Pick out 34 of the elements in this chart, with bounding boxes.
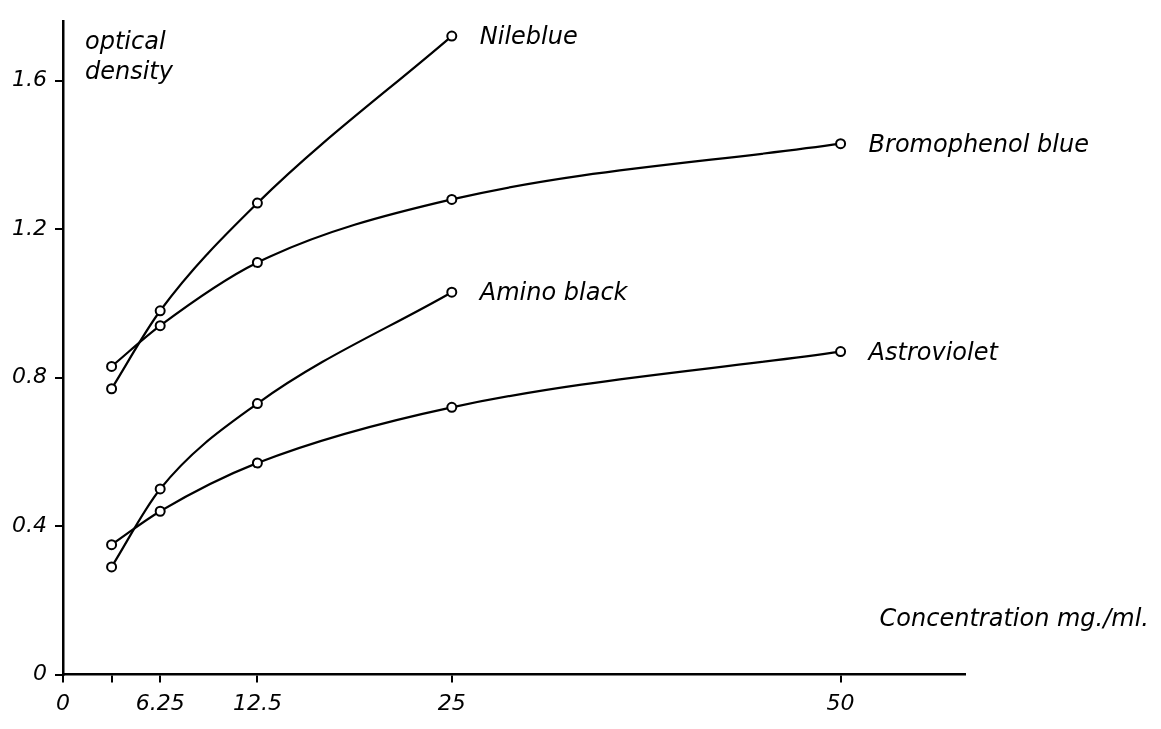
x-tick-label: 6.25: [135, 689, 185, 715]
y-tick-label: 0: [32, 660, 47, 686]
point: [251, 257, 263, 269]
point: [106, 539, 118, 551]
series-label: Nileblue: [479, 22, 578, 51]
y-tick-label: 0.8: [11, 363, 47, 389]
x-axis-title: Concentration mg./ml.: [879, 603, 1149, 632]
y-axis-title: optical density: [84, 27, 174, 86]
point: [251, 398, 263, 410]
point: [106, 383, 118, 395]
point: [106, 360, 118, 372]
series-label: Amino black: [477, 278, 629, 307]
point: [446, 193, 458, 205]
point: [835, 138, 847, 150]
x-tick-label: 12.5: [232, 689, 282, 715]
y-tick-label: 0.4: [11, 511, 47, 537]
point: [251, 197, 263, 209]
series-label: Astroviolet: [866, 337, 1000, 366]
point: [154, 483, 166, 495]
point: [446, 286, 458, 298]
point: [446, 30, 458, 42]
series-label: Bromophenol blue: [868, 129, 1089, 158]
point: [154, 505, 166, 517]
x-tick-label: 25: [437, 689, 466, 715]
point: [106, 561, 118, 573]
point: [835, 346, 847, 358]
point: [446, 401, 458, 413]
point: [154, 305, 166, 317]
y-tick-label: 1.2: [11, 214, 47, 240]
x-tick-label: 50: [826, 689, 855, 715]
y-tick-label: 1.6: [11, 66, 47, 92]
x-tick-label: 0: [55, 689, 70, 715]
point: [154, 320, 166, 332]
point: [251, 457, 263, 469]
